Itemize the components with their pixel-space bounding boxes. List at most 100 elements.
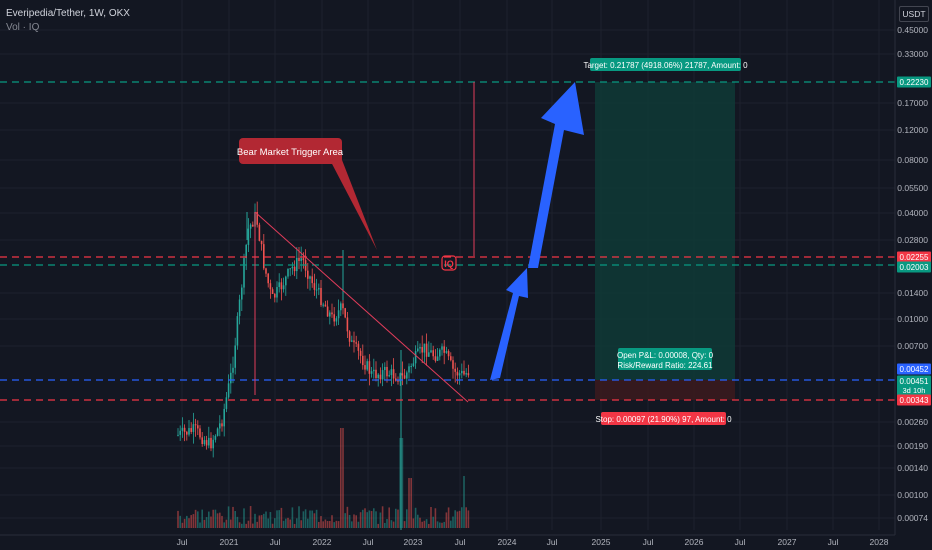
price-badge: 0.22230: [897, 76, 931, 88]
candle: [205, 435, 208, 450]
candle: [443, 340, 445, 365]
candle: [428, 341, 430, 357]
candle: [263, 234, 265, 271]
x-tick-label: Jul: [643, 537, 654, 547]
x-tick-label: 2021: [220, 537, 239, 547]
svg-text:Open P&L: 0.00008, Qty: 0: Open P&L: 0.00008, Qty: 0: [617, 351, 714, 360]
trend-line: [254, 211, 469, 403]
candle: [366, 358, 368, 372]
candle: [179, 425, 181, 441]
volume-bar: [340, 428, 342, 528]
candle: [436, 347, 439, 362]
candle: [183, 424, 186, 442]
candle: [357, 340, 360, 360]
volume-bar: [278, 510, 280, 528]
volume-bar: [285, 518, 287, 528]
volume-bar: [199, 522, 201, 528]
target-label: Target: 0.21787 (4918.06%) 21787, Amount…: [583, 58, 748, 71]
volume-bar: [227, 506, 230, 528]
volume-bar: [379, 512, 382, 528]
svg-text:Stop: 0.00097 (21.90%) 97, Amo: Stop: 0.00097 (21.90%) 97, Amount: 0: [595, 415, 732, 424]
candle: [340, 301, 342, 317]
x-tick-label: 2022: [313, 537, 332, 547]
volume-bar: [304, 509, 307, 528]
candle: [177, 428, 179, 437]
volume-bar: [230, 519, 232, 528]
volume-bar: [434, 508, 437, 528]
volume-bar: [183, 518, 186, 528]
volume-bar: [208, 511, 210, 528]
volume-bar: [197, 511, 199, 528]
volume-bar: [254, 513, 256, 528]
candle: [186, 430, 188, 441]
volume-bar: [300, 520, 302, 528]
volume-bar: [302, 511, 305, 528]
x-tick-label: 2027: [778, 537, 797, 547]
volume-bar: [414, 507, 417, 528]
volume-bar: [315, 509, 318, 528]
x-tick-label: Jul: [735, 537, 746, 547]
volume-bar: [179, 515, 181, 528]
candle: [280, 278, 283, 301]
candle: [276, 281, 278, 303]
candle: [344, 307, 346, 319]
volume-bar: [432, 516, 434, 528]
volume-bar: [243, 508, 245, 528]
svg-text:0.22230: 0.22230: [900, 78, 929, 87]
volume-bar: [395, 508, 397, 528]
y-tick-label: 0.04000: [897, 208, 928, 218]
volume-bars: [177, 428, 470, 528]
candle: [458, 370, 461, 385]
currency-button[interactable]: USDT: [899, 6, 929, 22]
y-tick-label: 0.05500: [897, 183, 928, 193]
candle: [232, 356, 234, 384]
horizontal-lines: [0, 81, 895, 401]
volume-bar: [458, 510, 461, 528]
price-badge: 0.00452: [897, 363, 931, 375]
iq-logo-icon: [441, 255, 457, 271]
callout-pointer: [330, 160, 377, 250]
volume-bar: [263, 513, 265, 528]
candle: [348, 330, 351, 347]
candle: [373, 358, 375, 379]
candle: [236, 312, 239, 350]
volume-bar: [335, 520, 338, 528]
candle: [333, 307, 335, 327]
volume-bar: [392, 521, 395, 528]
candle: [212, 434, 214, 458]
volume-bar: [342, 428, 344, 528]
candle: [412, 357, 415, 368]
x-tick-label: Jul: [547, 537, 558, 547]
stop-label: Stop: 0.00097 (21.90%) 97, Amount: 0: [595, 412, 732, 425]
y-tick-label: 0.00190: [897, 441, 928, 451]
candle: [335, 316, 338, 326]
candle: [247, 218, 250, 252]
volume-bar: [388, 507, 390, 528]
volume-bar: [425, 519, 428, 528]
x-tick-label: 2028: [870, 537, 889, 547]
y-tick-label: 0.00100: [897, 490, 928, 500]
volume-bar: [408, 478, 410, 528]
volume-bar: [247, 520, 250, 528]
volume-bar: [267, 518, 269, 528]
candle: [309, 275, 311, 291]
candle: [326, 300, 329, 317]
position-zones: [595, 82, 735, 400]
volume-bar: [194, 509, 197, 528]
volume-bar: [359, 512, 362, 528]
volume-bar: [337, 521, 340, 528]
volume-bar: [331, 515, 333, 528]
y-tick-label: 0.17000: [897, 98, 928, 108]
x-tick-label: Jul: [455, 537, 466, 547]
volume-bar: [390, 520, 393, 528]
volume-bar: [192, 514, 195, 528]
volume-bar: [452, 516, 454, 528]
volume-bar: [287, 517, 289, 528]
candle: [342, 298, 344, 315]
x-tick-label: 2026: [685, 537, 704, 547]
candle: [304, 249, 307, 278]
volume-bar: [265, 511, 267, 528]
volume-bar: [280, 507, 283, 528]
